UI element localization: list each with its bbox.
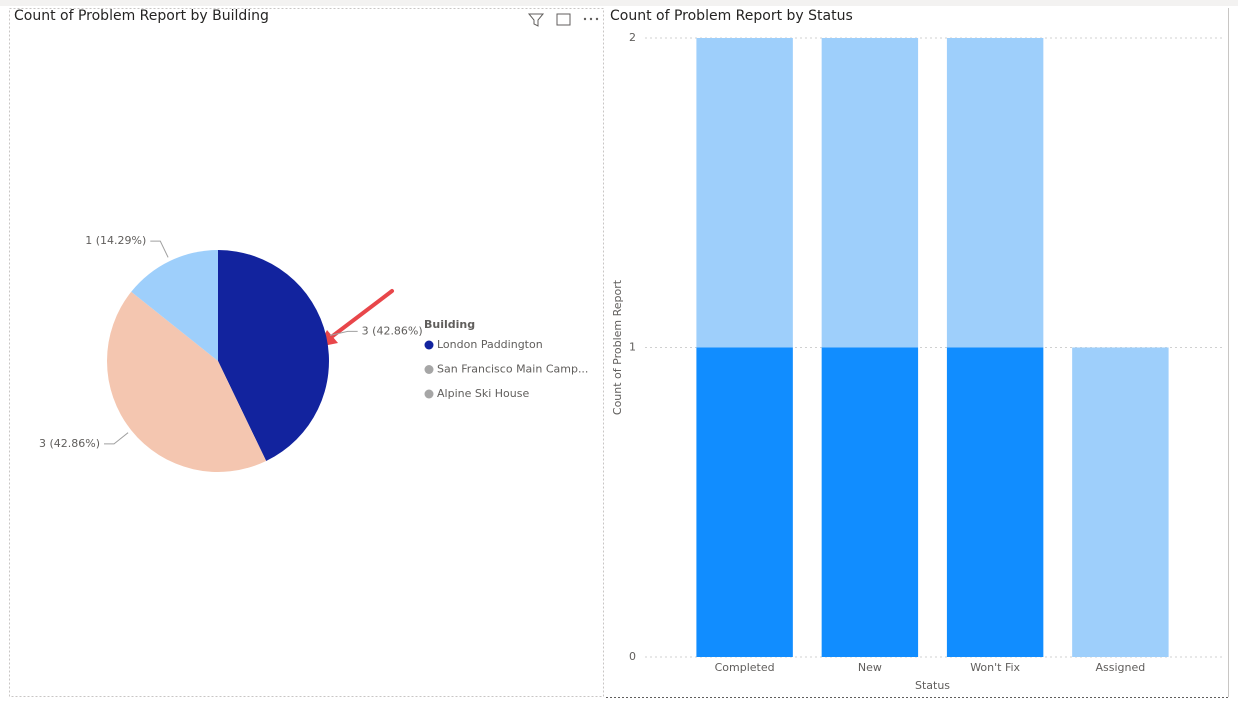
more-options-icon[interactable] <box>583 17 599 21</box>
pie-title: Count of Problem Report by Building <box>14 8 269 24</box>
legend-label: Alpine Ski House <box>437 387 529 400</box>
legend-label: San Francisco Main Camp... <box>437 363 588 376</box>
leader-line <box>330 330 358 336</box>
x-tick-label: Completed <box>715 661 775 674</box>
bar-segment <box>821 347 919 657</box>
x-tick-label: Won't Fix <box>970 661 1020 674</box>
y-tick-label: 1 <box>629 341 636 354</box>
focus-mode-icon[interactable] <box>556 13 571 26</box>
bar-segment <box>821 38 919 348</box>
y-axis-label: Count of Problem Report <box>611 279 624 415</box>
ribbon-edge <box>0 0 1238 6</box>
x-axis-label: Status <box>915 679 950 692</box>
legend-marker <box>424 389 434 399</box>
bar-segment <box>696 38 793 348</box>
bar-title: Count of Problem Report by Status <box>610 8 853 24</box>
leader-line <box>104 432 129 445</box>
legend-title: Building <box>424 318 475 331</box>
pie-slice <box>218 250 329 462</box>
data-label: 3 (42.86%) <box>362 324 423 337</box>
legend-marker <box>424 340 434 350</box>
red-arrow <box>318 289 394 347</box>
bar-segment <box>696 347 793 657</box>
pie-slice <box>131 250 218 361</box>
leader-line <box>150 240 169 258</box>
legend-label: London Paddington <box>437 338 543 351</box>
data-label: 3 (42.86%) <box>39 437 100 450</box>
bar-segment <box>946 347 1044 657</box>
data-label: 1 (14.29%) <box>85 234 146 247</box>
x-tick-label: New <box>858 661 882 674</box>
visual-header-icons <box>527 13 599 27</box>
bar-segment <box>1072 347 1169 657</box>
pie-visual-frame <box>9 8 604 697</box>
x-tick-label: Assigned <box>1096 661 1146 674</box>
filter-icon[interactable] <box>527 13 545 27</box>
y-tick-label: 0 <box>629 650 636 663</box>
y-tick-label: 2 <box>629 31 636 44</box>
legend-marker <box>424 365 434 374</box>
bar-segment <box>946 38 1044 348</box>
pie-slice <box>106 291 267 472</box>
